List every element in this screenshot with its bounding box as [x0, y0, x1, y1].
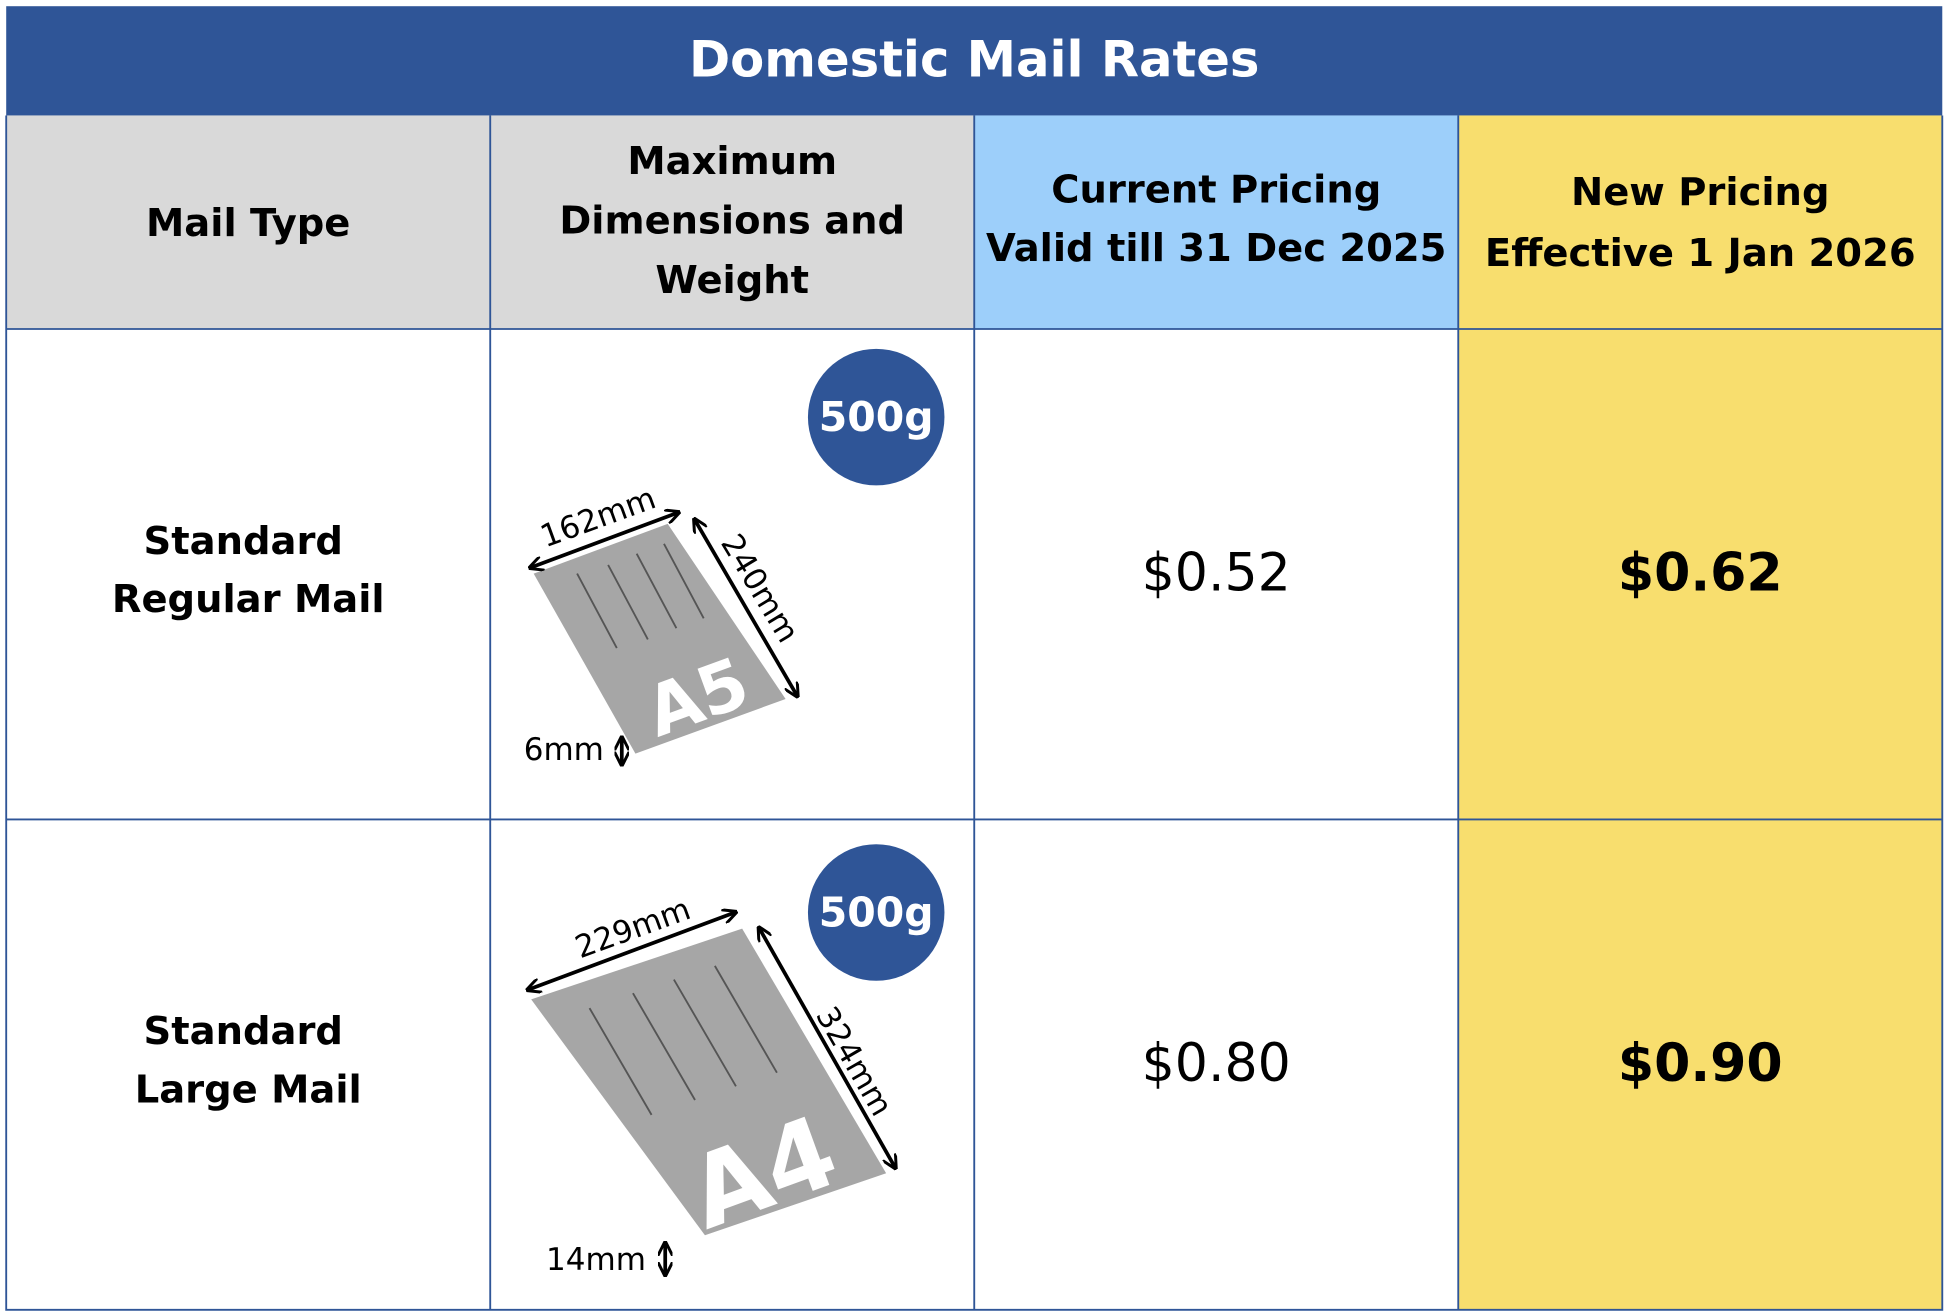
weight-badge	[807, 348, 945, 486]
thickness-label: 14mm	[546, 1242, 646, 1278]
header: Maximum	[627, 139, 837, 184]
length-arrow	[695, 520, 797, 695]
a4-illustration: A4 229mm 324mm 14mm 500g	[529, 844, 945, 1278]
mail-type: Large Mail	[135, 1068, 362, 1113]
header: Valid till 31 Dec 2025	[986, 226, 1446, 271]
width-arrow	[531, 513, 677, 568]
a5-illustration: A5 162mm 240mm 6mm 500g	[524, 348, 945, 768]
header-bg-new	[1458, 115, 1943, 329]
title: Domestic Mail Rates	[689, 31, 1259, 89]
title-bar	[6, 6, 1943, 116]
weight: 500g	[819, 889, 934, 937]
paper-lines	[576, 543, 705, 649]
header: Weight	[655, 258, 809, 303]
paper-lines	[588, 965, 778, 1116]
current-price: $0.52	[1142, 544, 1291, 604]
header: New Pricing	[1571, 170, 1829, 215]
weight: 500g	[819, 393, 934, 441]
header: Dimensions and	[559, 198, 905, 243]
weight-badge	[807, 844, 945, 981]
new-price: $0.90	[1618, 1034, 1783, 1094]
thickness-label: 6mm	[524, 732, 604, 768]
new-price: $0.62	[1618, 544, 1783, 604]
header: Mail Type	[146, 201, 350, 246]
current-price: $0.80	[1142, 1034, 1291, 1094]
table-grid	[5, 115, 1944, 1311]
mail-type: Standard	[144, 1009, 343, 1054]
width-arrow	[529, 913, 735, 990]
mail-type: Standard	[144, 519, 343, 564]
header: Current Pricing	[1051, 167, 1381, 212]
length-arrow	[760, 929, 895, 1167]
header: Effective 1 Jan 2026	[1485, 231, 1916, 276]
mail-type: Regular Mail	[112, 577, 385, 622]
header-bg-current	[974, 115, 1459, 329]
